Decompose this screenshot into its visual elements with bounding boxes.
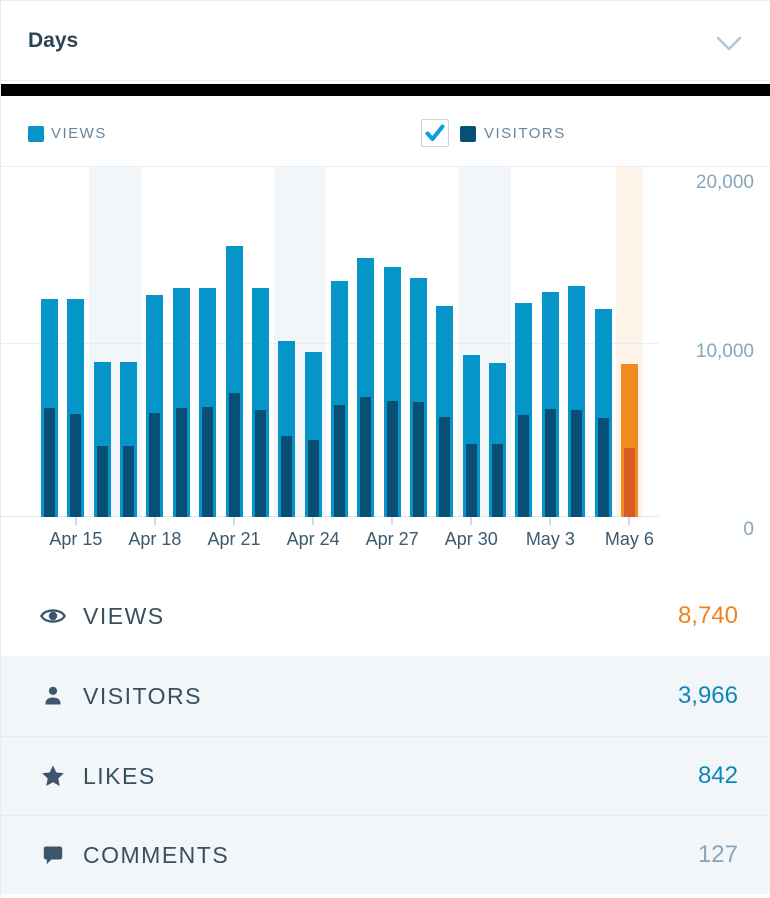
visitors-bar[interactable] bbox=[571, 410, 583, 517]
visitors-bar[interactable] bbox=[439, 417, 451, 517]
visitors-bar[interactable] bbox=[96, 446, 108, 517]
tab-likes-label: LIKES bbox=[83, 762, 156, 789]
x-axis-label: Apr 30 bbox=[444, 529, 498, 549]
tab-visitors-value: 3,966 bbox=[677, 682, 738, 709]
x-tick-mark bbox=[470, 517, 473, 525]
tab-comments-value: 127 bbox=[697, 841, 738, 868]
chart-plot-area bbox=[1, 167, 770, 517]
views-legend-label: VIEWS bbox=[51, 125, 107, 142]
star-icon bbox=[39, 762, 67, 790]
black-divider-bar bbox=[1, 84, 770, 96]
visitors-bar[interactable] bbox=[413, 402, 425, 517]
eye-icon bbox=[39, 602, 67, 630]
x-tick-mark bbox=[312, 517, 315, 525]
y-axis-label: 0 bbox=[743, 519, 754, 540]
tab-comments-label: COMMENTS bbox=[83, 841, 230, 868]
x-tick-mark bbox=[153, 517, 156, 525]
views-swatch bbox=[28, 126, 44, 142]
y-axis-label: 20,000 bbox=[695, 172, 754, 193]
x-axis-label: Apr 18 bbox=[128, 529, 182, 549]
visitors-swatch bbox=[460, 126, 476, 142]
visitors-legend-label: VISITORS bbox=[484, 125, 566, 142]
x-axis-label: Apr 27 bbox=[365, 529, 419, 549]
tab-views-value: 8,740 bbox=[677, 602, 738, 629]
tab-views[interactable]: VIEWS 8,740 bbox=[1, 576, 770, 656]
visitors-bar[interactable] bbox=[465, 444, 477, 517]
period-selector-header[interactable]: Days bbox=[1, 1, 770, 81]
x-tick-mark bbox=[391, 517, 394, 525]
tab-likes[interactable]: LIKES 842 bbox=[1, 736, 770, 815]
tab-likes-value: 842 bbox=[697, 762, 738, 789]
x-axis-label: Apr 15 bbox=[49, 529, 103, 549]
x-axis-label: Apr 21 bbox=[207, 529, 261, 549]
tab-views-label: VIEWS bbox=[83, 602, 165, 629]
x-tick-mark bbox=[628, 517, 631, 525]
check-icon bbox=[425, 124, 445, 141]
visitors-bar[interactable] bbox=[597, 418, 609, 517]
summary-tabs: VIEWS 8,740 VISITORS 3,966 LIKES 842 bbox=[1, 576, 770, 894]
visitors-bar[interactable] bbox=[281, 436, 293, 517]
visitors-bar[interactable] bbox=[333, 405, 345, 517]
visitors-bar[interactable] bbox=[44, 408, 55, 517]
visitors-bar[interactable] bbox=[202, 407, 214, 517]
tab-visitors[interactable]: VISITORS 3,966 bbox=[1, 656, 770, 736]
visitors-bar[interactable] bbox=[518, 415, 530, 517]
visitors-bar[interactable] bbox=[175, 408, 187, 517]
visitors-bar[interactable] bbox=[149, 413, 161, 517]
x-tick-mark bbox=[549, 517, 552, 525]
comment-icon bbox=[39, 841, 67, 869]
tab-visitors-label: VISITORS bbox=[83, 682, 202, 709]
visitors-bar[interactable] bbox=[544, 409, 556, 517]
chart-legend: VIEWS VISITORS bbox=[1, 96, 770, 167]
chevron-down-icon[interactable] bbox=[716, 36, 742, 57]
x-axis-label: May 3 bbox=[525, 529, 575, 549]
visitors-checkbox[interactable] bbox=[421, 119, 449, 147]
tab-comments[interactable]: COMMENTS 127 bbox=[1, 815, 770, 894]
visitors-bar[interactable] bbox=[307, 440, 319, 517]
x-tick-mark bbox=[74, 517, 77, 525]
gridline-0-baseline bbox=[1, 516, 659, 517]
visitors-bar[interactable] bbox=[228, 393, 240, 517]
visitors-bar[interactable] bbox=[386, 401, 398, 517]
x-axis-label: Apr 24 bbox=[286, 529, 340, 549]
visitors-bar[interactable] bbox=[123, 446, 135, 517]
visitors-bar[interactable] bbox=[254, 410, 266, 517]
period-title: Days bbox=[28, 29, 79, 52]
visitors-bar[interactable] bbox=[360, 397, 372, 517]
visitors-bar[interactable] bbox=[70, 414, 82, 517]
gridline-10000 bbox=[1, 342, 659, 344]
views-visitors-bar-chart: 0 10,000 20,000 Apr 15 Apr 18 Apr 21 Apr 24 Ap… bbox=[1, 167, 770, 576]
x-tick-mark bbox=[233, 517, 236, 525]
person-icon bbox=[39, 682, 67, 710]
x-axis-label: May 6 bbox=[604, 529, 654, 549]
y-axis-label: 10,000 bbox=[695, 341, 754, 362]
visitors-bar[interactable] bbox=[623, 448, 635, 517]
visitors-bar[interactable] bbox=[492, 444, 504, 517]
